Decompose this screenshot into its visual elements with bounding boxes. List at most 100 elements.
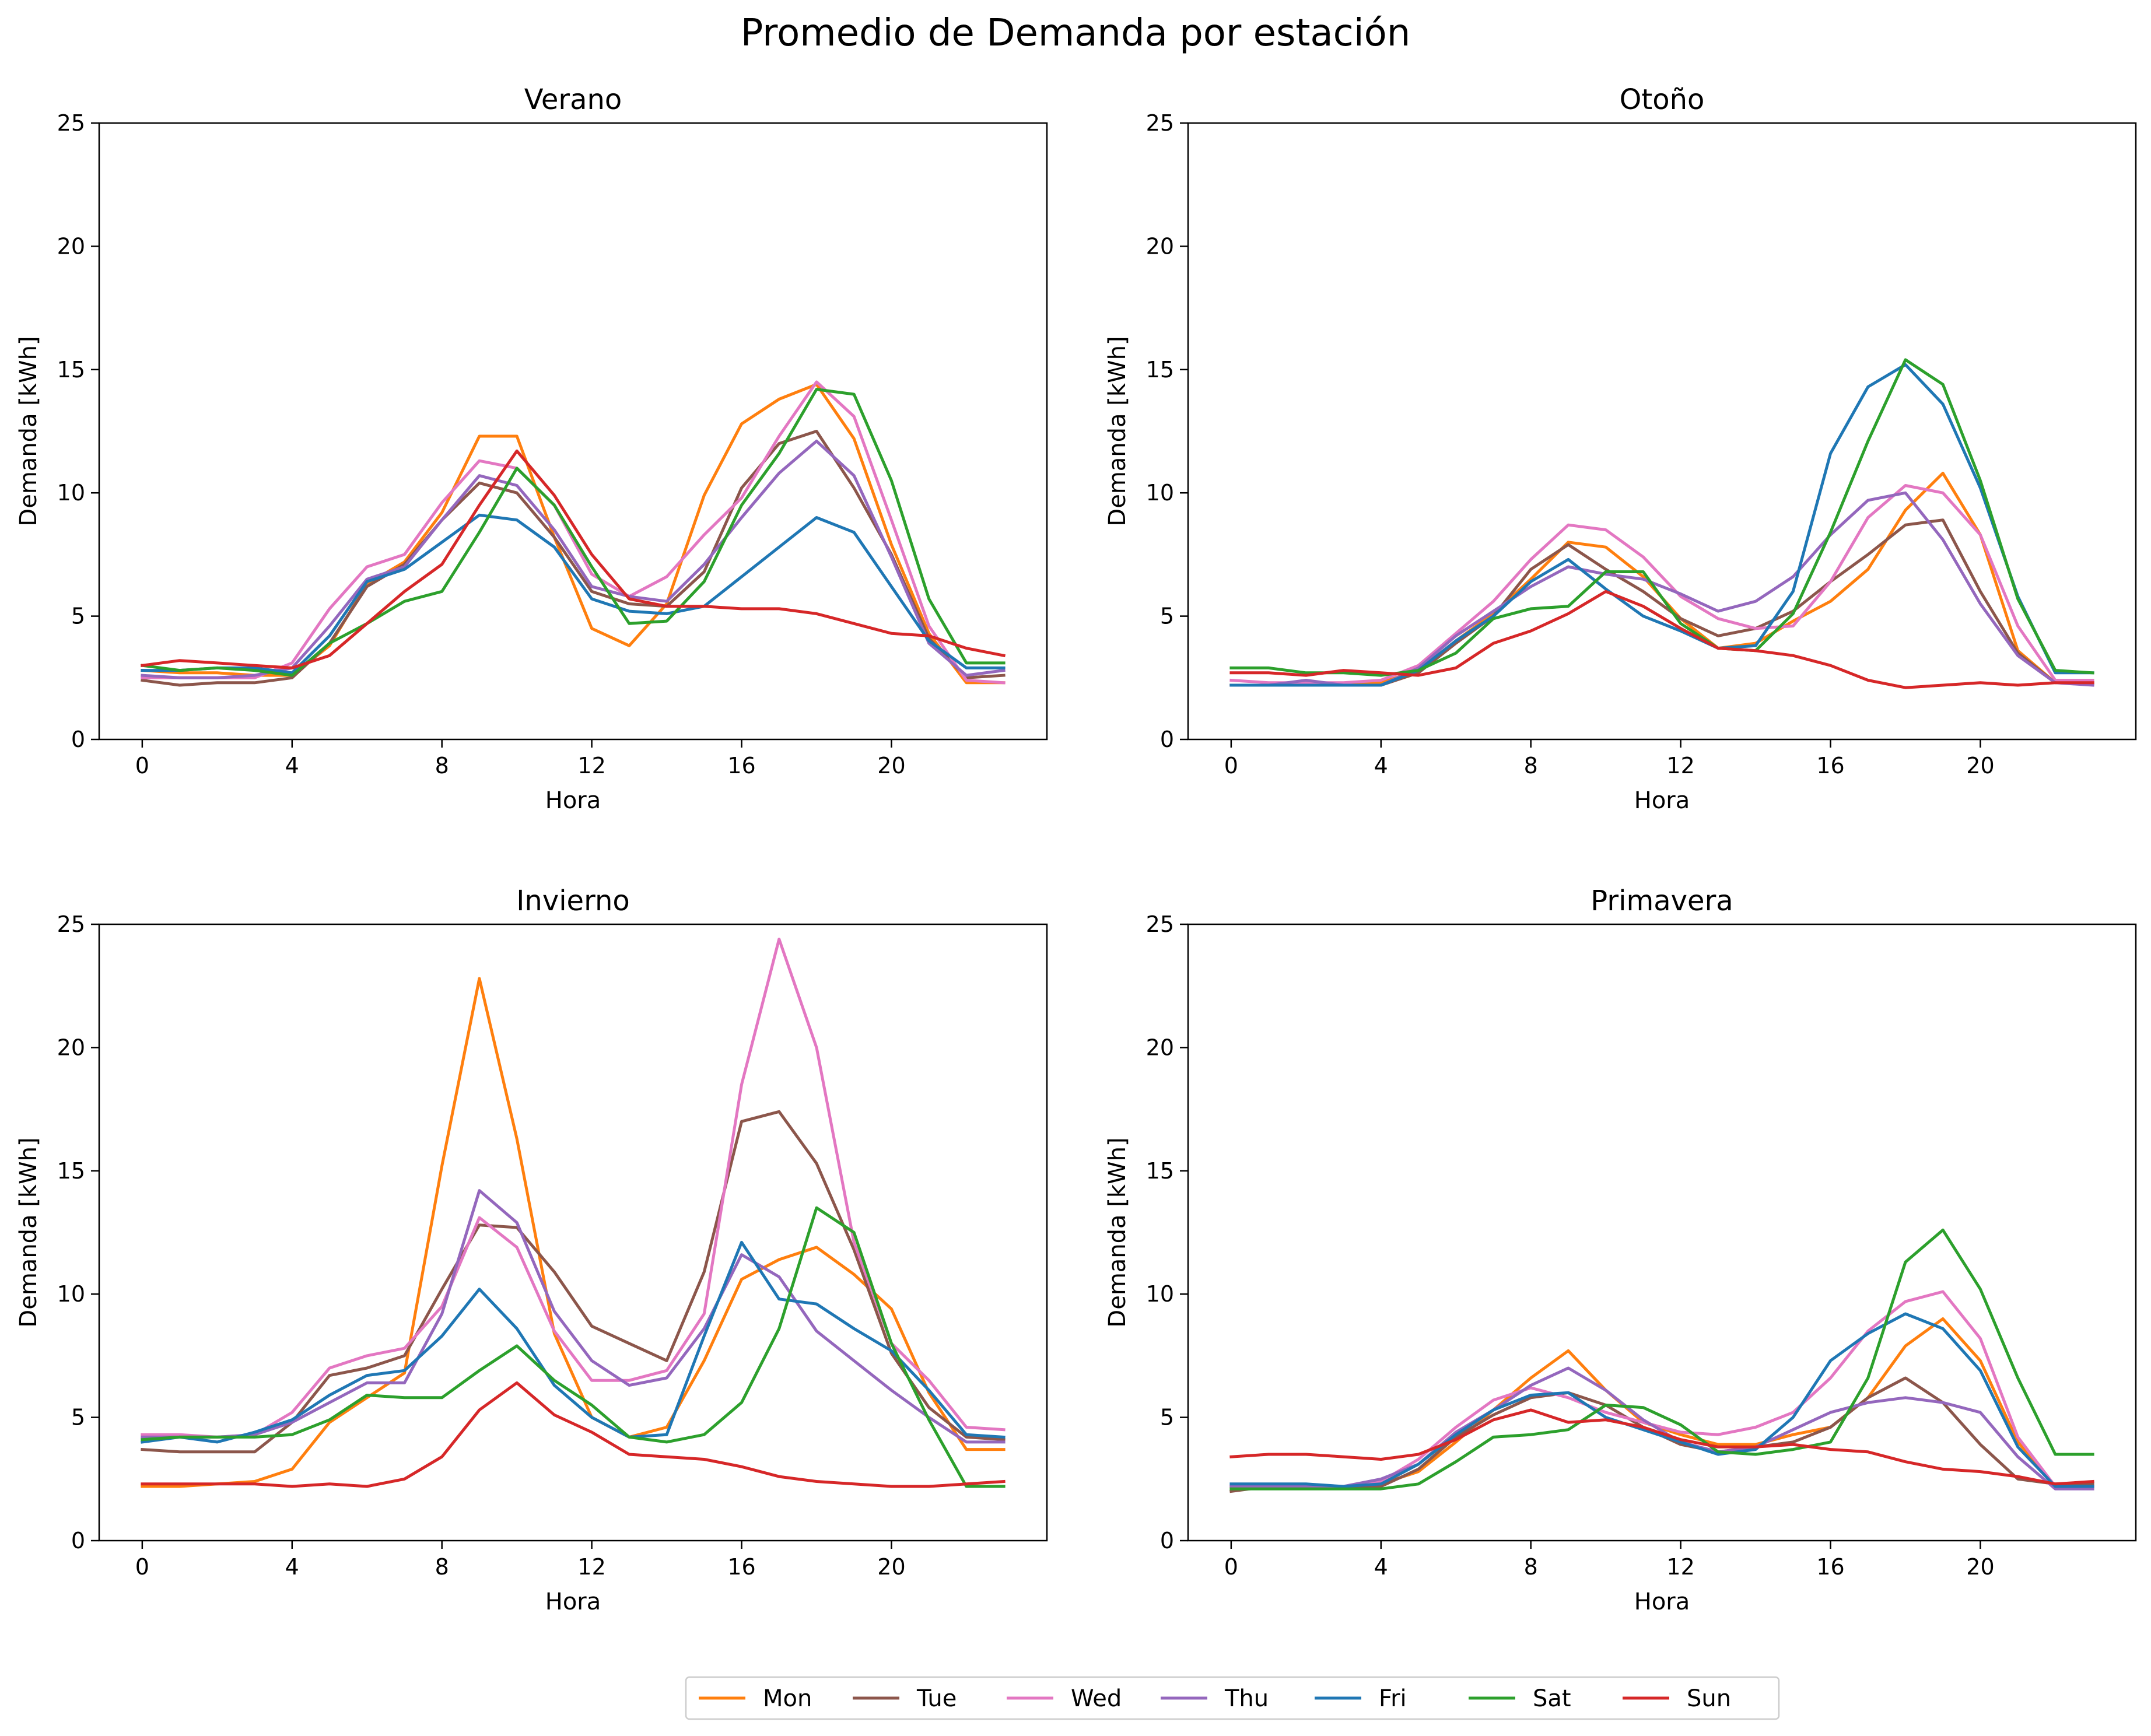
x-tick-label: 16 bbox=[727, 753, 755, 778]
legend-label: Mon bbox=[763, 1685, 812, 1712]
legend-box bbox=[685, 1676, 1780, 1720]
x-tick-label: 16 bbox=[1816, 1554, 1844, 1580]
y-tick-label: 10 bbox=[1146, 480, 1174, 506]
figure-title: Promedio de Demanda por estación bbox=[741, 12, 1411, 55]
panel-verano: Verano 0 4 8 12 16 20 0 5 10 15 20 25 Hora Demanda [kW… bbox=[15, 83, 1048, 814]
x-tick-label: 8 bbox=[1524, 1554, 1538, 1580]
series-line-fri bbox=[1229, 1312, 2094, 1488]
y-tick-label: 20 bbox=[1146, 1034, 1174, 1060]
y-tick-label: 25 bbox=[1146, 911, 1174, 937]
x-tick-label: 8 bbox=[435, 1554, 449, 1580]
y-tick-label: 5 bbox=[71, 604, 85, 629]
series-line-wed bbox=[141, 937, 1006, 1439]
series-line-sun bbox=[141, 449, 1006, 669]
x-tick-label: 12 bbox=[577, 753, 605, 778]
x-tick-label: 20 bbox=[877, 1554, 905, 1580]
legend: Mon Tue Wed Thu Fri Sat Sun bbox=[685, 1676, 1780, 1720]
series-line-mon bbox=[1229, 1317, 2094, 1488]
y-tick-label: 20 bbox=[57, 233, 85, 259]
y-tick-label: 0 bbox=[71, 1528, 85, 1553]
y-tick-label: 10 bbox=[57, 1281, 85, 1307]
panel-title: Invierno bbox=[516, 885, 630, 917]
series-line-sun bbox=[141, 1381, 1006, 1488]
series-line-mon bbox=[1229, 471, 2094, 687]
plot-frame bbox=[98, 122, 1048, 741]
series-line-sat bbox=[1229, 1228, 2094, 1490]
series-line-fri bbox=[141, 1240, 1006, 1444]
series-line-wed bbox=[1229, 484, 2094, 685]
series-line-sat bbox=[141, 388, 1006, 677]
y-tick-label: 15 bbox=[57, 357, 85, 383]
panel-invierno: Invierno 0 4 8 12 16 20 0 5 10 15 20 25 Hora Demanda [… bbox=[15, 885, 1048, 1615]
y-tick-label: 5 bbox=[1160, 1405, 1174, 1430]
y-axis-label: Demanda [kWh] bbox=[1104, 1137, 1131, 1327]
panel-primavera: Primavera 0 4 8 12 16 20 0 5 10 15 20 25 Hora Demanda … bbox=[1104, 885, 2137, 1615]
x-tick-label: 4 bbox=[285, 1554, 299, 1580]
x-axis-label: Hora bbox=[1634, 787, 1690, 814]
series-lines bbox=[1229, 358, 2094, 689]
legend-entry-wed: Wed bbox=[1007, 1685, 1122, 1712]
y-axis-label: Demanda [kWh] bbox=[15, 336, 42, 526]
series-line-thu bbox=[141, 439, 1006, 679]
x-axis-label: Hora bbox=[545, 787, 601, 814]
legend-entry-mon: Mon bbox=[699, 1685, 812, 1712]
series-lines bbox=[1229, 1228, 2094, 1493]
series-line-thu bbox=[1229, 1366, 2094, 1490]
panel-title: Verano bbox=[524, 83, 622, 116]
panel-otono: Otoño 0 4 8 12 16 20 0 5 10 15 20 25 Hora Demanda [kWh… bbox=[1104, 83, 2137, 814]
x-tick-label: 0 bbox=[135, 1554, 149, 1580]
legend-label: Tue bbox=[916, 1685, 957, 1712]
series-line-sun bbox=[1229, 590, 2094, 689]
y-tick-label: 15 bbox=[1146, 357, 1174, 383]
x-tick-label: 12 bbox=[1666, 753, 1694, 778]
y-tick-label: 5 bbox=[71, 1405, 85, 1430]
legend-label: Sun bbox=[1687, 1685, 1731, 1712]
y-tick-label: 10 bbox=[1146, 1281, 1174, 1307]
series-line-wed bbox=[141, 380, 1006, 685]
y-tick-label: 5 bbox=[1160, 604, 1174, 629]
x-tick-label: 20 bbox=[1966, 753, 1994, 778]
x-tick-label: 4 bbox=[1374, 1554, 1388, 1580]
plot-frame bbox=[1187, 923, 2137, 1542]
y-tick-label: 25 bbox=[57, 911, 85, 937]
y-tick-label: 25 bbox=[1146, 110, 1174, 136]
y-tick-label: 20 bbox=[1146, 233, 1174, 259]
legend-entry-sun: Sun bbox=[1623, 1685, 1731, 1712]
y-tick-label: 0 bbox=[1160, 1528, 1174, 1553]
y-tick-label: 15 bbox=[1146, 1158, 1174, 1184]
series-lines bbox=[141, 937, 1006, 1488]
panel-title: Primavera bbox=[1591, 885, 1733, 917]
series-line-thu bbox=[141, 1189, 1006, 1444]
x-tick-label: 16 bbox=[1816, 753, 1844, 778]
y-tick-label: 25 bbox=[57, 110, 85, 136]
series-line-tue bbox=[1229, 518, 2094, 687]
series-line-fri bbox=[1229, 363, 2094, 687]
y-tick-label: 20 bbox=[57, 1034, 85, 1060]
x-tick-label: 0 bbox=[135, 753, 149, 778]
series-line-thu bbox=[1229, 491, 2094, 687]
panel-title: Otoño bbox=[1620, 83, 1705, 116]
x-tick-label: 20 bbox=[1966, 1554, 1994, 1580]
y-tick-label: 0 bbox=[1160, 727, 1174, 752]
x-tick-label: 8 bbox=[435, 753, 449, 778]
series-line-mon bbox=[141, 977, 1006, 1488]
legend-label: Fri bbox=[1379, 1685, 1407, 1712]
legend-label: Wed bbox=[1071, 1685, 1122, 1712]
x-axis-label: Hora bbox=[545, 1588, 601, 1615]
x-tick-label: 4 bbox=[1374, 753, 1388, 778]
y-axis-label: Demanda [kWh] bbox=[1104, 336, 1131, 526]
panels: Verano 0 4 8 12 16 20 0 5 10 15 20 25 Hora Demanda [kW… bbox=[15, 83, 2137, 1615]
x-tick-label: 20 bbox=[877, 753, 905, 778]
y-tick-label: 0 bbox=[71, 727, 85, 752]
series-lines bbox=[141, 380, 1006, 687]
x-tick-label: 12 bbox=[577, 1554, 605, 1580]
y-axis-label: Demanda [kWh] bbox=[15, 1137, 42, 1327]
x-tick-label: 16 bbox=[727, 1554, 755, 1580]
legend-label: Sat bbox=[1533, 1685, 1571, 1712]
x-tick-label: 12 bbox=[1666, 1554, 1694, 1580]
legend-entry-thu: Thu bbox=[1161, 1685, 1269, 1712]
series-line-fri bbox=[141, 513, 1006, 675]
y-tick-label: 10 bbox=[57, 480, 85, 506]
series-line-sat bbox=[141, 1206, 1006, 1488]
